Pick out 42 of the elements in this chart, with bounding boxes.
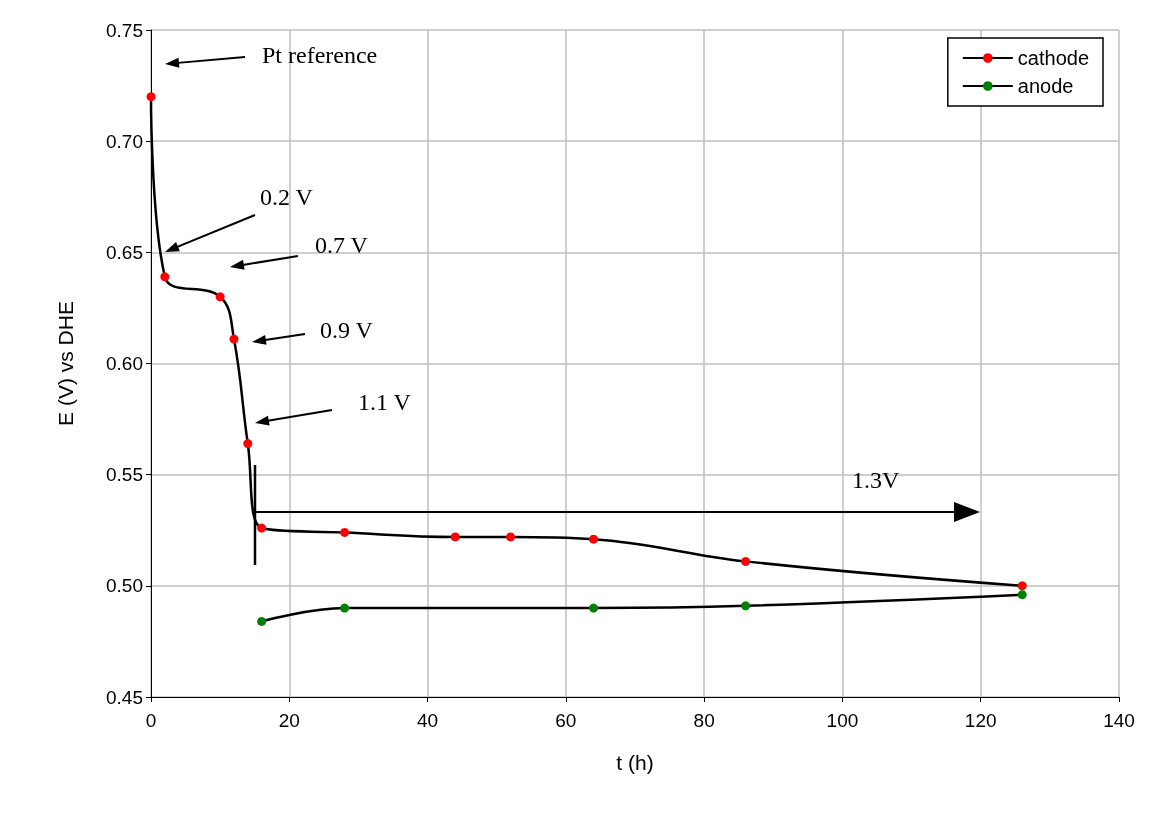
point	[1017, 590, 1027, 600]
x-tick-label: 60	[555, 710, 577, 731]
point	[340, 603, 350, 613]
point	[1017, 581, 1027, 591]
y-tick-label: 0.55	[106, 464, 143, 486]
point	[243, 439, 253, 449]
x-tick-label: 20	[278, 710, 300, 731]
x-tick-label: 40	[417, 710, 439, 731]
point	[741, 556, 751, 566]
point	[450, 532, 460, 542]
x-tick-label: 100	[826, 710, 859, 731]
x-tick-label: 120	[964, 710, 997, 731]
y-tick-label: 0.45	[106, 686, 143, 708]
x-tick-label: 0	[145, 710, 157, 731]
x-tick-label: 80	[693, 710, 715, 731]
annotation: 0.9 V	[320, 317, 374, 343]
point	[215, 292, 225, 302]
y-tick-label: 0.75	[106, 19, 143, 41]
point	[146, 92, 156, 102]
legend-label: cathode	[1017, 47, 1089, 69]
annotation: Pt reference	[262, 42, 378, 68]
point	[257, 523, 267, 533]
point	[506, 532, 516, 542]
y-axis-title: E (V) vs DHE	[54, 301, 77, 426]
annotation: 1.3V	[852, 467, 900, 493]
point	[229, 334, 239, 344]
point	[160, 272, 170, 282]
point	[257, 616, 267, 626]
y-tick-label: 0.65	[106, 241, 143, 263]
point	[340, 527, 350, 537]
y-tick-label: 0.50	[106, 575, 143, 597]
annotation: 0.2 V	[260, 184, 314, 210]
point	[589, 534, 599, 544]
legend-label: anode	[1017, 75, 1074, 97]
y-tick-label: 0.60	[106, 353, 143, 374]
x-tick-label: 140	[1103, 710, 1135, 731]
y-tick-label: 0.70	[106, 130, 143, 152]
annotation: 1.1 V	[358, 389, 412, 415]
annotation: 0.7 V	[315, 232, 369, 258]
point	[741, 601, 751, 611]
point	[589, 603, 599, 613]
x-axis-title: t (h)	[616, 751, 654, 774]
